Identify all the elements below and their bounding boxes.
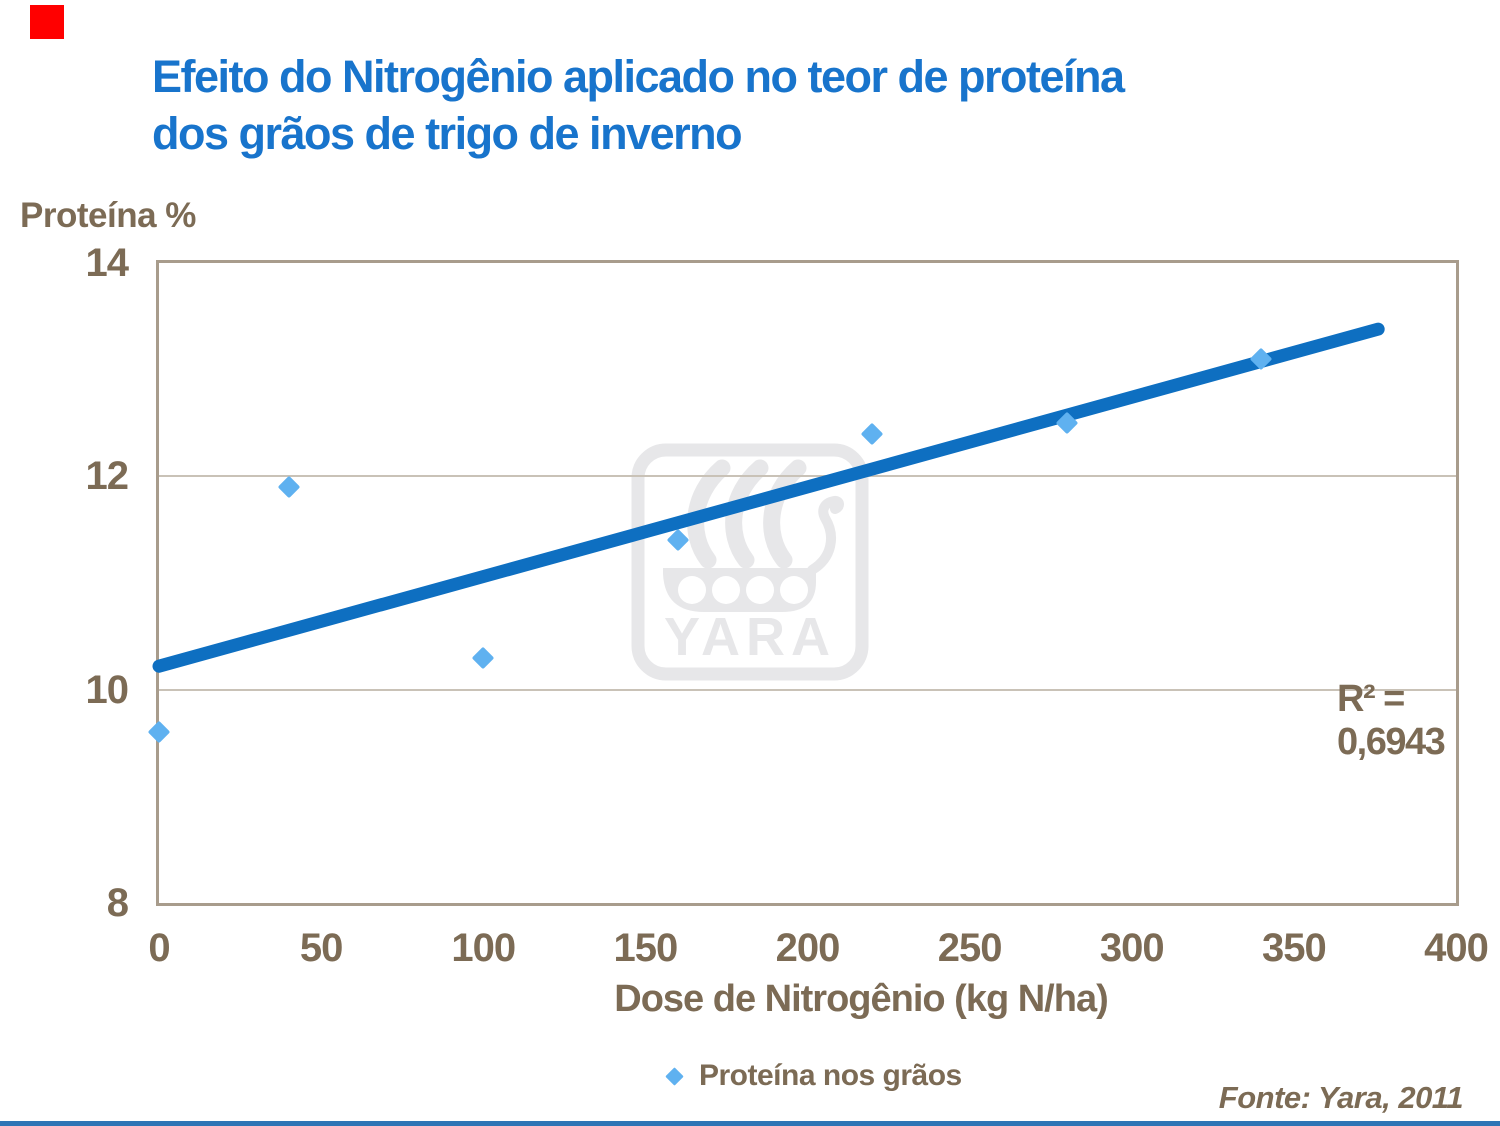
- gridline: [159, 688, 1456, 691]
- x-tick-label: 300: [1099, 926, 1165, 970]
- y-tick-label: 14: [85, 241, 130, 285]
- yara-logo-watermark: YARA: [631, 443, 869, 681]
- x-tick-label: 250: [937, 926, 1003, 970]
- x-axis-title: Dose de Nitrogênio (kg N/ha): [614, 978, 1108, 1020]
- yara-ship-shield-icon: [678, 576, 706, 604]
- trendline-layer: [152, 322, 1385, 673]
- y-tick-label: 8: [106, 881, 129, 925]
- gridline: [159, 475, 1456, 478]
- legend-diamond-icon: [665, 1066, 684, 1086]
- x-tick-label: 100: [451, 926, 516, 970]
- yara-logo-frame: [631, 443, 869, 681]
- x-tick-label: 0: [148, 926, 170, 970]
- yara-ship-dragon-head-icon: [807, 495, 844, 575]
- red-accent-block: [30, 5, 64, 39]
- x-tick-label: 150: [613, 926, 679, 970]
- yara-ship-shield-icon: [780, 576, 808, 604]
- x-tick-label: 400: [1424, 926, 1489, 970]
- r-squared-annotation: R² = 0,6943: [1337, 678, 1446, 763]
- yara-ship-shield-icon: [712, 576, 740, 604]
- y-tick-label: 12: [85, 454, 130, 499]
- x-tick-label: 200: [775, 926, 841, 970]
- trendline: [152, 322, 1385, 673]
- x-tick-label: 50: [299, 926, 344, 970]
- plot-area: YARA R² = 0,6943: [147, 260, 1459, 906]
- yara-ship-shield-icon: [746, 576, 774, 604]
- source-note: Fonte: Yara, 2011: [1218, 1080, 1464, 1115]
- chart-title-line2: dos grãos de trigo de inverno: [152, 108, 743, 159]
- yara-watermark-text: YARA: [664, 607, 836, 667]
- chart-title: Efeito do Nitrogênio aplicado no teor de…: [152, 48, 1392, 162]
- chart-title-line1: Efeito do Nitrogênio aplicado no teor de…: [152, 51, 1125, 102]
- x-tick-label: 350: [1262, 926, 1327, 970]
- y-tick-label: 10: [85, 667, 130, 712]
- legend: Proteína nos grãos: [665, 1056, 962, 1096]
- legend-label: Proteína nos grãos: [699, 1059, 962, 1092]
- y-axis-title: Proteína %: [20, 196, 196, 235]
- bottom-accent-line: [0, 1121, 1500, 1126]
- plot-inner: YARA R² = 0,6943: [147, 263, 1456, 903]
